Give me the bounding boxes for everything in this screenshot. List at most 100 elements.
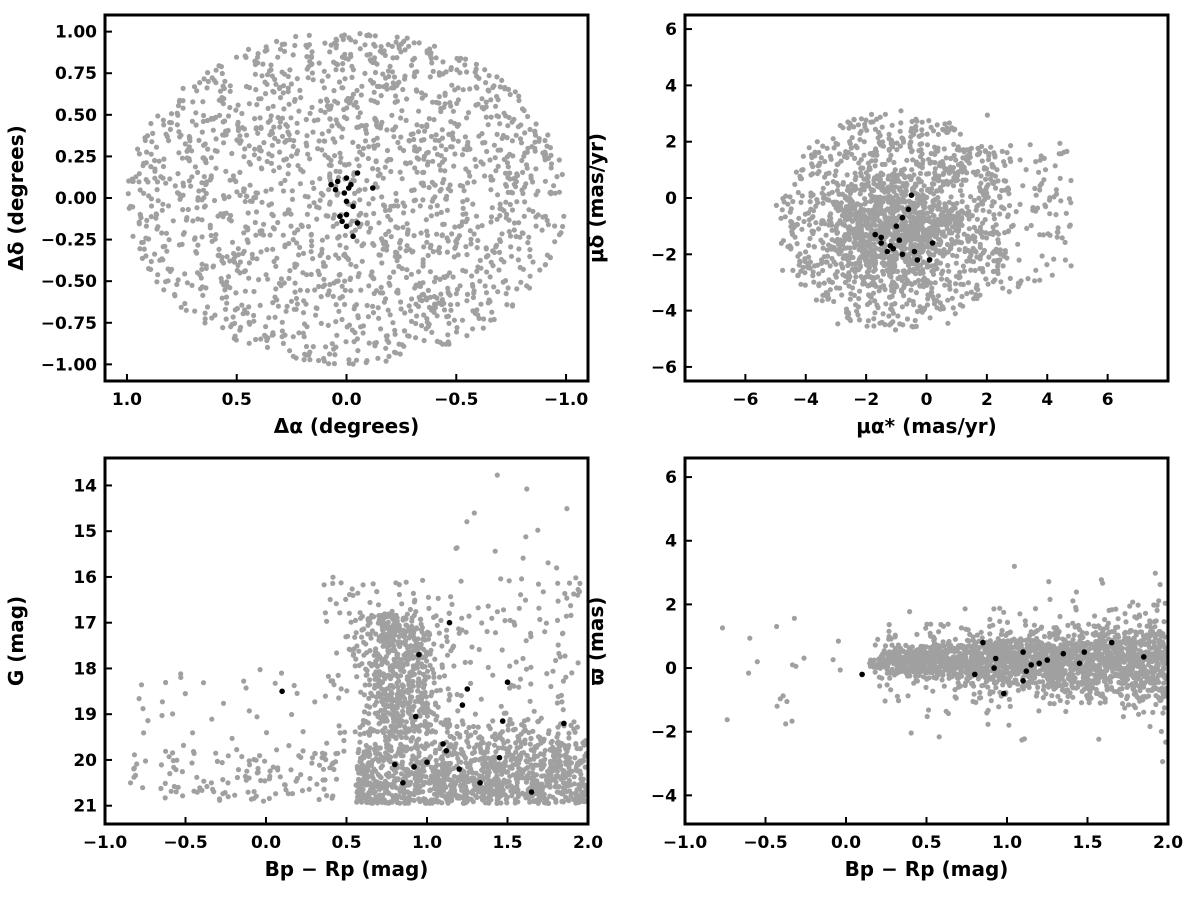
x-tick-label: 2 — [981, 390, 993, 410]
field-star-point — [404, 221, 410, 227]
field-star-point — [431, 674, 437, 680]
field-star-point — [964, 258, 970, 264]
field-star-point — [295, 163, 301, 169]
field-star-point — [327, 175, 333, 181]
field-star-point — [455, 301, 461, 307]
field-star-point — [273, 286, 279, 292]
field-star-point — [962, 246, 968, 252]
field-star-point — [810, 214, 816, 220]
field-star-point — [379, 50, 386, 56]
field-star-point — [551, 183, 557, 189]
field-star-point — [852, 170, 858, 176]
field-star-point — [968, 258, 974, 264]
field-star-point — [495, 114, 502, 120]
field-star-point — [294, 301, 300, 307]
field-star-point — [465, 139, 471, 145]
field-star-point — [448, 302, 454, 308]
field-star-point — [391, 74, 398, 80]
field-star-point — [219, 70, 225, 77]
field-star-point — [1004, 150, 1010, 156]
field-star-point — [363, 742, 369, 749]
field-star-point — [364, 302, 370, 309]
field-star-point — [478, 301, 484, 307]
field-star-point — [799, 193, 805, 199]
field-star-point — [259, 73, 265, 79]
field-star-point — [507, 201, 513, 208]
field-star-point — [298, 772, 304, 778]
field-star-point — [834, 187, 841, 194]
field-star-point — [367, 599, 373, 606]
field-star-point — [873, 211, 879, 217]
field-star-point — [438, 209, 444, 215]
field-star-point — [371, 55, 378, 61]
field-star-point — [163, 230, 170, 236]
field-star-point — [841, 154, 848, 160]
field-star-point — [818, 260, 825, 266]
field-star-point — [924, 239, 931, 245]
field-star-point — [1066, 223, 1072, 229]
field-star-point — [291, 682, 297, 689]
field-stars — [125, 30, 567, 367]
field-star-point — [251, 195, 257, 201]
field-star-point — [994, 167, 1000, 173]
field-star-point — [330, 223, 336, 229]
field-star-point — [350, 361, 356, 367]
field-star-point — [401, 210, 407, 216]
field-star-point — [257, 115, 263, 121]
field-star-point — [503, 199, 509, 205]
field-star-point — [331, 88, 337, 94]
field-star-point — [189, 282, 195, 288]
field-star-point — [394, 98, 400, 104]
field-star-point — [262, 778, 268, 784]
field-star-point — [431, 670, 437, 677]
field-star-point — [253, 125, 259, 131]
field-star-point — [332, 153, 338, 159]
field-star-point — [196, 137, 202, 143]
field-star-point — [330, 293, 336, 299]
field-star-point — [374, 61, 380, 67]
field-star-point — [913, 123, 919, 129]
field-star-point — [993, 222, 999, 228]
field-star-point — [858, 202, 864, 208]
member-stars — [328, 170, 376, 240]
field-star-point — [912, 317, 918, 324]
field-star-point — [497, 121, 503, 127]
field-star-point — [372, 340, 378, 346]
field-star-point — [312, 287, 318, 293]
field-star-point — [420, 169, 426, 176]
field-star-point — [876, 129, 882, 135]
field-star-point — [333, 302, 339, 308]
field-star-point — [410, 590, 416, 597]
field-star-point — [981, 166, 987, 172]
field-star-point — [822, 292, 829, 298]
field-star-point — [909, 200, 915, 206]
field-star-point — [408, 318, 415, 324]
field-star-point — [849, 135, 855, 141]
field-star-point — [225, 113, 232, 119]
field-star-point — [261, 140, 267, 146]
field-star-point — [445, 285, 451, 291]
field-star-point — [917, 282, 923, 288]
field-star-point — [255, 130, 261, 136]
field-star-point — [130, 233, 136, 239]
field-star-point — [448, 144, 454, 150]
field-star-point — [528, 736, 534, 742]
field-star-point — [352, 190, 358, 196]
field-star-point — [464, 69, 470, 75]
field-star-point — [984, 112, 991, 118]
field-star-point — [432, 145, 438, 151]
field-star-point — [235, 246, 241, 252]
field-star-point — [1033, 159, 1039, 165]
field-star-point — [225, 274, 232, 280]
y-tick-label: −0.75 — [41, 314, 97, 334]
field-star-point — [806, 217, 812, 223]
field-star-point — [482, 173, 488, 179]
member-star-point — [896, 237, 903, 243]
field-star-point — [856, 247, 862, 253]
field-star-point — [325, 254, 331, 261]
field-star-point — [333, 319, 339, 325]
field-star-point — [876, 253, 882, 259]
field-star-point — [1034, 205, 1041, 211]
field-star-point — [507, 617, 513, 624]
x-axis-label: Δα (degrees) — [274, 414, 420, 438]
